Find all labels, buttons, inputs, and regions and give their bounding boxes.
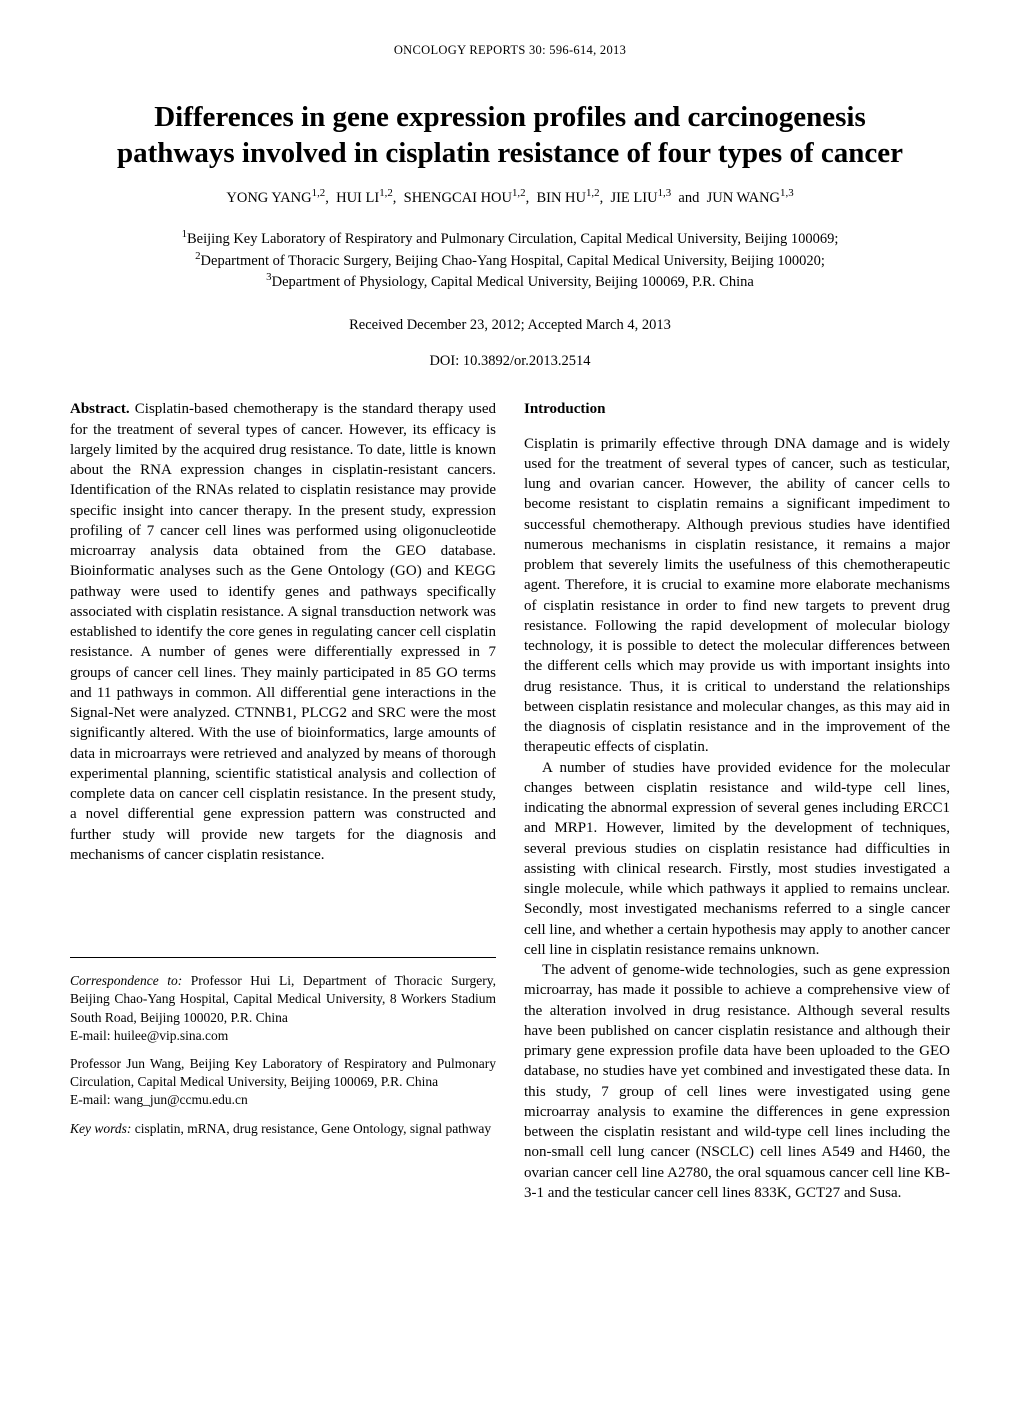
keywords-block: Key words: cisplatin, mRNA, drug resista… [70,1120,496,1138]
left-column: Abstract. Cisplatin-based chemotherapy i… [70,399,496,1203]
running-head: ONCOLOGY REPORTS 30: 596-614, 2013 [70,42,950,59]
keywords-body: cisplatin, mRNA, drug resistance, Gene O… [131,1121,491,1136]
intro-paragraph-3: The advent of genome-wide technologies, … [524,960,950,1203]
title-line-1: Differences in gene expression profiles … [154,101,866,133]
title-line-2: pathways involved in cisplatin resistanc… [117,137,903,169]
article-title: Differences in gene expression profiles … [70,99,950,172]
authors-line: YONG YANG1,2, HUI LI1,2, SHENGCAI HOU1,2… [70,189,950,209]
affiliation-2: 2Department of Thoracic Surgery, Beijing… [70,251,950,273]
intro-paragraph-1: Cisplatin is primarily effective through… [524,434,950,758]
doi-line: DOI: 10.3892/or.2013.2514 [70,352,950,372]
correspondence-1-email: E-mail: huilee@vip.sina.com [70,1028,228,1043]
intro-paragraph-2: A number of studies have provided eviden… [524,758,950,961]
received-accepted-line: Received December 23, 2012; Accepted Mar… [70,316,950,336]
two-column-body: Abstract. Cisplatin-based chemotherapy i… [70,399,950,1203]
correspondence-block: Correspondence to: Professor Hui Li, Dep… [70,972,496,1138]
affiliation-1: 1Beijing Key Laboratory of Respiratory a… [70,229,950,251]
keywords-label: Key words: [70,1121,131,1136]
introduction-heading: Introduction [524,399,950,419]
correspondence-1: Correspondence to: Professor Hui Li, Dep… [70,972,496,1045]
abstract-text: Cisplatin-based chemotherapy is the stan… [70,401,496,863]
correspondence-2-body: Professor Jun Wang, Beijing Key Laborato… [70,1056,496,1089]
divider-rule [70,957,496,958]
affiliation-3: 3Department of Physiology, Capital Medic… [70,272,950,294]
affiliations: 1Beijing Key Laboratory of Respiratory a… [70,229,950,294]
correspondence-label: Correspondence to: [70,973,182,988]
correspondence-2-email: E-mail: wang_jun@ccmu.edu.cn [70,1092,248,1107]
abstract-paragraph: Abstract. Cisplatin-based chemotherapy i… [70,399,496,865]
correspondence-2: Professor Jun Wang, Beijing Key Laborato… [70,1055,496,1110]
right-column: Introduction Cisplatin is primarily effe… [524,399,950,1203]
abstract-label: Abstract. [70,401,130,417]
